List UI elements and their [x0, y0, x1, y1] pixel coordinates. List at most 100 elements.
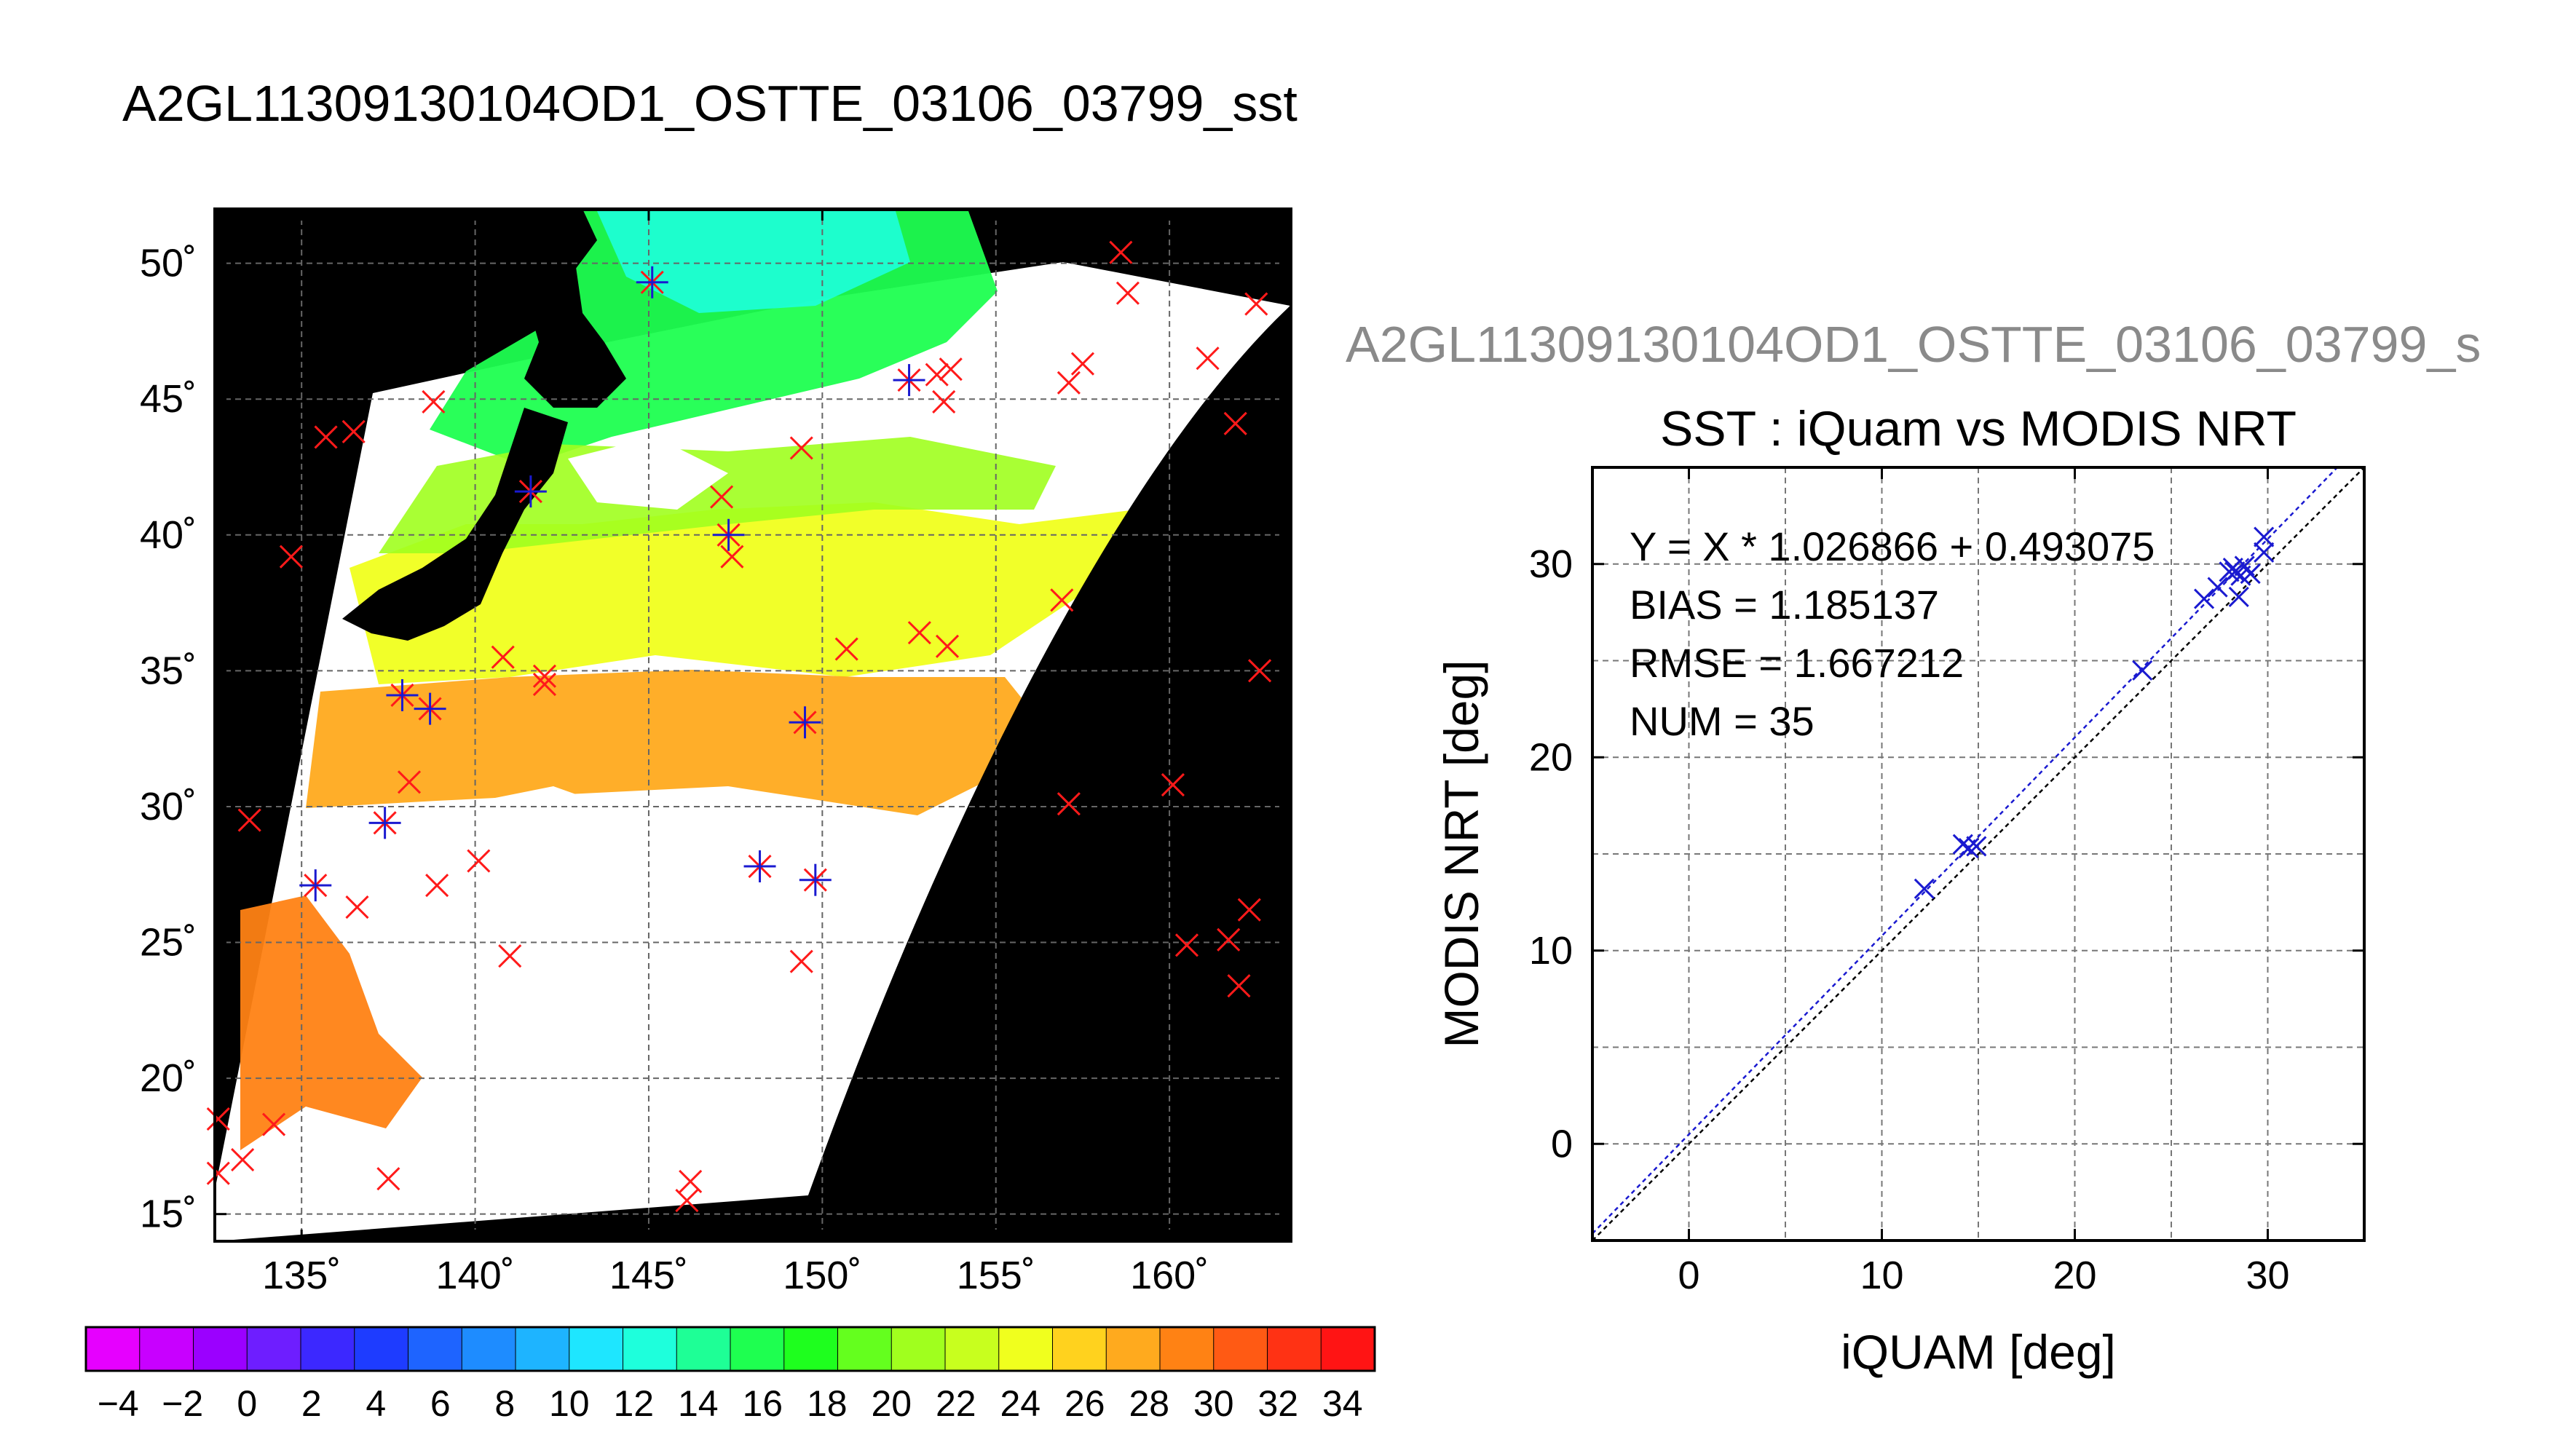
scatter-point — [1958, 837, 1979, 859]
red-matchup-marker — [206, 1107, 230, 1131]
red-matchup-marker — [1070, 352, 1094, 376]
sst-band-south-orange — [240, 895, 422, 1150]
map-grid — [215, 209, 1291, 1241]
scatter-y-tick-label: 20 — [1529, 735, 1573, 779]
colorbar-cell — [1052, 1326, 1107, 1372]
colorbar-tick-label: 20 — [871, 1383, 912, 1424]
blue-matchup-marker — [368, 807, 401, 839]
red-matchup-marker — [710, 485, 734, 509]
land-sakhalin-hokkaido — [510, 211, 626, 408]
red-matchup-marker — [834, 637, 858, 661]
red-matchup-marker — [237, 808, 261, 832]
red-matchup-marker — [720, 545, 744, 569]
map-frame — [213, 207, 1292, 1243]
colorbar-tick-label: −4 — [98, 1383, 139, 1424]
land-honshu — [342, 408, 568, 641]
scatter-point — [2228, 586, 2249, 607]
map-lat-tick-label: 15˚ — [140, 1192, 197, 1236]
colorbar-cell — [1105, 1326, 1161, 1372]
blue-matchup-marker — [299, 869, 332, 902]
scatter-axis-ticks: 0 10 20 30 0 10 20 30 — [1529, 467, 2364, 1297]
colorbar-tick-label: 14 — [678, 1383, 719, 1424]
map-lat-tick-label: 25˚ — [140, 921, 197, 965]
red-matchup-marker — [1217, 927, 1241, 951]
red-matchup-marker — [679, 1169, 703, 1193]
colorbar-cell — [515, 1326, 570, 1372]
red-matchup-marker — [1161, 773, 1185, 797]
scatter-point — [2240, 563, 2261, 585]
blue-matchup-marker — [743, 850, 776, 883]
map-lon-tick-label: 135˚ — [262, 1254, 341, 1297]
red-matchup-marker — [261, 1112, 286, 1136]
colorbar-tick-label: 26 — [1065, 1383, 1105, 1424]
map-lon-tick-label: 155˚ — [957, 1254, 1035, 1297]
map-axis-ticks: 135˚ 140˚ 145˚ 150˚ 155˚ 160˚ 15˚ 20˚ 25˚ 30˚ 35˚ 4… — [140, 209, 1291, 1297]
colorbar-cell — [193, 1326, 248, 1372]
colorbar-cell — [1267, 1326, 1322, 1372]
colorbar-tick-label: 10 — [549, 1383, 590, 1424]
blue-matchup-marker — [789, 706, 821, 739]
map-lat-tick-label: 50˚ — [140, 242, 197, 285]
scatter-title: SST : iQuam vs MODIS NRT — [1660, 401, 2297, 456]
scatter-point — [2193, 588, 2215, 609]
red-matchup-marker — [314, 425, 338, 449]
scatter-point — [1966, 836, 1987, 857]
colorbar-cell — [676, 1326, 731, 1372]
red-matchup-marker — [1109, 240, 1133, 264]
colorbar-cell — [246, 1326, 301, 1372]
colorbar-cell — [837, 1326, 893, 1372]
red-matchup-marker — [789, 436, 813, 460]
red-matchup-marker — [1115, 281, 1140, 305]
red-matchup-marker — [789, 949, 813, 973]
scatter-point — [1914, 878, 1935, 899]
scatter-y-tick-label: 30 — [1529, 542, 1573, 586]
sst-band-okhotsk-cyan — [597, 211, 910, 313]
red-matchup-marker — [425, 874, 449, 898]
blue-matchup-marker — [712, 518, 745, 551]
scatter-grid — [1592, 467, 2364, 1241]
red-matchup-marker — [1223, 411, 1247, 435]
map-lon-tick-label: 140˚ — [436, 1254, 515, 1297]
blue-matchup-marker — [893, 364, 925, 397]
colorbar-cell — [408, 1326, 463, 1372]
colorbar-cell — [730, 1326, 785, 1372]
stat-bias: BIAS = 1.185137 — [1630, 582, 1939, 628]
red-matchup-marker — [1196, 347, 1220, 371]
red-matchup-marker — [1050, 588, 1074, 612]
red-matchup-marker — [1057, 371, 1081, 395]
red-matchup-marker — [532, 664, 556, 688]
colorbar: −4 −2 0 2 4 6 8 10 12 14 16 18 20 22 24 26 28 30 32 34 — [84, 1326, 1376, 1424]
colorbar-tick-label: 6 — [430, 1383, 451, 1424]
map-title: A2GL11309130104OD1_OSTTE_03106_03799_sst — [122, 75, 1298, 132]
colorbar-cell — [300, 1326, 355, 1372]
colorbar-cell — [783, 1326, 839, 1372]
red-matchup-marker — [345, 895, 369, 919]
red-matchup-marker — [1057, 792, 1081, 816]
scatter-y-tick-label: 0 — [1551, 1122, 1573, 1166]
red-matchup-marker — [376, 1167, 400, 1191]
colorbar-tick-label: 4 — [366, 1383, 386, 1424]
scatter-ylabel: MODIS NRT [deg] — [1434, 660, 1488, 1048]
red-matchup-marker — [925, 363, 949, 387]
map-lon-tick-label: 145˚ — [609, 1254, 688, 1297]
red-matchup-marker — [467, 849, 491, 873]
scatter-point — [2254, 542, 2275, 563]
red-matchup-markers — [206, 240, 1272, 1213]
map-lon-tick-label: 150˚ — [783, 1254, 861, 1297]
red-matchup-marker — [1227, 974, 1251, 998]
scatter-point — [2132, 660, 2153, 681]
scatter-point — [2207, 577, 2228, 598]
colorbar-cell — [1320, 1326, 1375, 1372]
scatter-x-tick-label: 30 — [2246, 1254, 2289, 1297]
stat-rmse: RMSE = 1.667212 — [1630, 640, 1964, 686]
colorbar-tick-label: 24 — [1000, 1383, 1040, 1424]
red-matchup-marker — [932, 389, 956, 414]
stat-num: NUM = 35 — [1630, 698, 1814, 744]
scatter-x-tick-label: 0 — [1678, 1254, 1699, 1297]
colorbar-tick-label: −2 — [162, 1383, 203, 1424]
sst-map: 135˚ 140˚ 145˚ 150˚ 155˚ 160˚ 15˚ 20˚ 25˚ 30˚ 35˚ 4… — [140, 207, 1292, 1297]
red-matchup-marker — [279, 545, 303, 569]
red-matchup-marker — [907, 621, 931, 645]
colorbar-tick-label: 16 — [742, 1383, 783, 1424]
